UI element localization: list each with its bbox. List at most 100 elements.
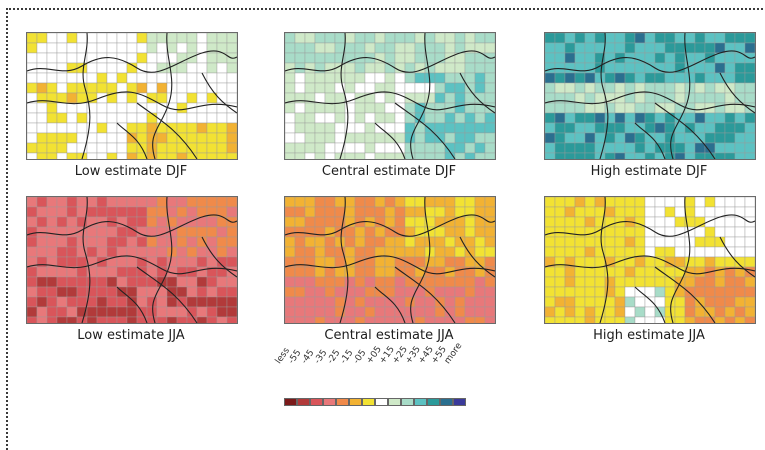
grid-cell	[126, 33, 138, 44]
grid-cell	[694, 246, 706, 258]
grid-cell	[634, 316, 646, 323]
grid-cell	[374, 142, 386, 154]
grid-cell	[414, 52, 426, 64]
grid-cell	[36, 246, 48, 258]
grid-cell	[545, 52, 556, 64]
caption-low-djf: Low estimate DJF	[74, 164, 188, 179]
grid-cell	[106, 306, 118, 318]
grid-cell	[614, 33, 626, 44]
grid-cell	[614, 112, 626, 124]
grid-cell	[574, 62, 586, 74]
grid-cell	[654, 246, 666, 258]
grid-cell	[146, 132, 158, 144]
grid-cell	[126, 216, 138, 228]
grid-cell	[285, 236, 296, 248]
grid-cell	[734, 132, 746, 144]
grid-cell	[156, 92, 168, 104]
grid-cell	[96, 236, 108, 248]
border-line	[634, 286, 666, 323]
grid-cell	[96, 266, 108, 278]
grid-cell	[96, 62, 108, 74]
grid-cell	[454, 102, 466, 114]
grid-cell	[314, 246, 326, 258]
grid-cell	[484, 122, 495, 134]
map-central-djf	[284, 32, 496, 160]
grid-cell	[126, 256, 138, 268]
grid-cell	[704, 72, 716, 84]
grid-cell	[434, 266, 446, 278]
grid-cell	[324, 92, 336, 104]
grid-cell	[285, 286, 296, 298]
grid-cell	[554, 206, 566, 218]
grid-cell	[304, 216, 316, 228]
grid-cell	[364, 246, 376, 258]
grid-cell	[36, 316, 48, 323]
grid-cell	[136, 216, 148, 228]
grid-cell	[394, 197, 406, 208]
grid-cell	[176, 197, 188, 208]
grid-cell	[574, 33, 586, 44]
grid-cell	[564, 216, 576, 228]
grid-cell	[694, 92, 706, 104]
grid-cell	[374, 92, 386, 104]
grid-cell	[474, 246, 486, 258]
grid-cell	[116, 92, 128, 104]
grid-cell	[474, 82, 486, 94]
map-high-jja	[544, 196, 756, 324]
border-line	[27, 91, 237, 111]
caption-low-jja: Low estimate JJA	[77, 328, 185, 343]
grid-cell	[66, 266, 78, 278]
grid-cell	[216, 197, 228, 208]
grid-cell	[166, 152, 178, 159]
border-line	[394, 102, 456, 159]
grid-cell	[86, 316, 98, 323]
border-line	[27, 214, 237, 237]
grid-cell	[344, 246, 356, 258]
grid-cell	[27, 82, 38, 94]
grid-cell	[744, 246, 755, 258]
grid-cell	[334, 276, 346, 288]
grid-cell	[454, 33, 466, 44]
grid-cell	[46, 276, 58, 288]
grid-cell	[734, 286, 746, 298]
grid-cell	[734, 142, 746, 154]
grid-cell	[564, 122, 576, 134]
grid-cell	[734, 72, 746, 84]
grid-cell	[36, 152, 48, 159]
grid-cell	[46, 296, 58, 308]
grid-cell	[614, 197, 626, 208]
border-line	[670, 197, 691, 323]
grid-cell	[106, 33, 118, 44]
grid-cell	[614, 62, 626, 74]
grid-cell	[634, 266, 646, 278]
grid-cell	[384, 266, 396, 278]
grid-cell	[684, 256, 696, 268]
grid-cell	[414, 33, 426, 44]
grid-cell	[66, 33, 78, 44]
grid-cell	[354, 102, 366, 114]
grid-cell	[704, 82, 716, 94]
grid-cell	[464, 216, 476, 228]
grid-cell	[176, 306, 188, 318]
grid-cell	[714, 236, 726, 248]
grid-cell	[156, 216, 168, 228]
grid-cell	[714, 276, 726, 288]
grid-cell	[176, 102, 188, 114]
grid-cell	[96, 246, 108, 258]
grid-cell	[554, 142, 566, 154]
grid-cell	[226, 206, 237, 218]
grid-cell	[166, 92, 178, 104]
grid-cell	[285, 246, 296, 258]
border-line	[285, 214, 495, 237]
grid-cell	[724, 122, 736, 134]
map-low-djf	[26, 32, 238, 160]
border-line	[374, 286, 406, 323]
grid-cell	[156, 316, 168, 323]
grid-cell	[574, 256, 586, 268]
grid-cell	[394, 286, 406, 298]
grid-cell	[554, 82, 566, 94]
grid-cell	[704, 246, 716, 258]
grid-cell	[744, 42, 755, 54]
grid-cell	[216, 33, 228, 44]
grid-cell	[106, 226, 118, 238]
